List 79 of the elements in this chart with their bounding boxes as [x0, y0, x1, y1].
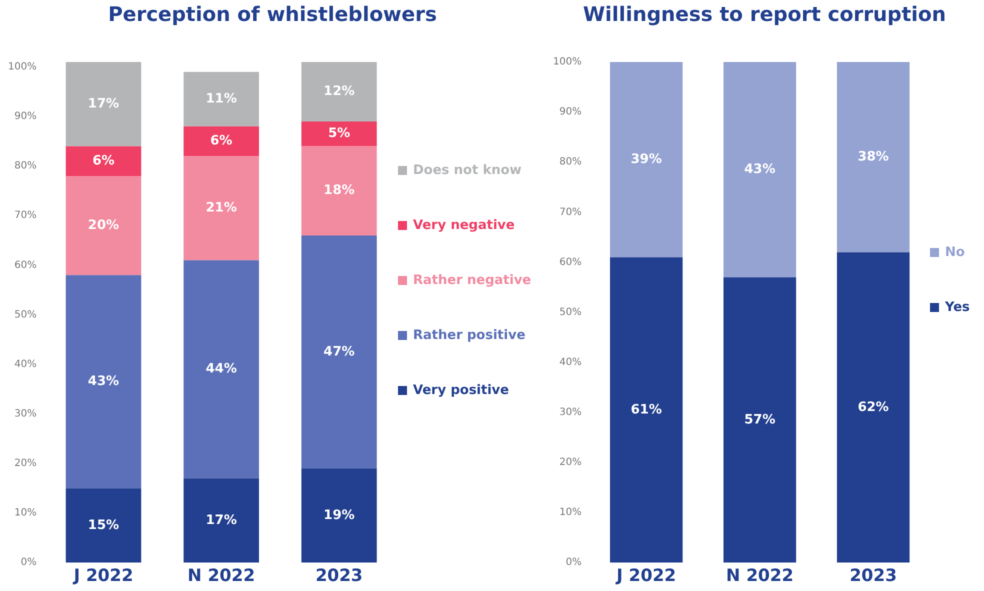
bar: [301, 468, 377, 563]
bar: [184, 260, 259, 478]
y-tick-label: 0%: [566, 557, 582, 568]
data-label: 38%: [858, 149, 889, 164]
y-tick-label: 30%: [14, 408, 37, 420]
x-tick-label: J 2022: [616, 566, 676, 586]
y-tick-label: 70%: [559, 206, 582, 218]
legend-label: Very negative: [412, 218, 516, 232]
bar: [184, 126, 259, 156]
bar: [301, 146, 377, 236]
bar: [836, 62, 910, 252]
bar: [723, 62, 796, 278]
bar: [184, 478, 259, 563]
y-tick-label: 20%: [559, 457, 582, 468]
y-tick-label: 90%: [14, 111, 37, 122]
legend-label: Rather negative: [412, 272, 532, 288]
x-tick-label: 2023: [850, 566, 897, 586]
data-label: 12%: [324, 84, 355, 100]
data-label: 44%: [206, 362, 237, 377]
data-label: 17%: [88, 96, 120, 112]
y-tick-label: 80%: [14, 160, 37, 172]
bar: [301, 235, 377, 468]
y-tick-label: 100%: [8, 62, 37, 73]
bar: [66, 146, 142, 176]
bar: [301, 121, 377, 146]
data-label: 57%: [744, 412, 776, 428]
chart-title: Willingness to report corruption: [582, 2, 948, 26]
legend-label: Does not know: [412, 162, 523, 178]
data-label: 43%: [88, 374, 120, 390]
data-label: 61%: [630, 402, 662, 418]
y-tick-label: 0%: [20, 557, 37, 568]
legend-label: Rather positive: [412, 328, 526, 342]
bar: [836, 252, 910, 563]
bar: [610, 62, 683, 258]
x-tick-label: N 2022: [188, 566, 256, 586]
y-tick-label: 60%: [559, 256, 582, 268]
x-tick-label: 2023: [315, 566, 363, 586]
y-tick-label: 70%: [14, 210, 37, 222]
bar: [66, 488, 142, 563]
data-label: 6%: [210, 134, 232, 149]
legend-label: Very positive: [412, 382, 510, 398]
data-label: 43%: [744, 162, 776, 178]
x-tick-label: N 2022: [726, 566, 794, 586]
y-tick-label: 10%: [14, 508, 37, 519]
data-label: 39%: [630, 152, 662, 167]
x-tick-label: J 2022: [72, 566, 134, 586]
data-label: 6%: [92, 154, 115, 169]
data-label: 62%: [858, 400, 889, 415]
data-label: 17%: [206, 512, 237, 528]
bar: [184, 72, 259, 126]
bar: [723, 277, 796, 563]
y-tick-label: 20%: [14, 458, 37, 470]
y-tick-label: 30%: [559, 407, 582, 418]
data-label: 11%: [206, 92, 237, 107]
bar: [610, 257, 683, 563]
y-tick-label: 50%: [14, 309, 37, 320]
y-tick-label: 50%: [559, 306, 582, 318]
chart-title: Perception of whistleblowers: [107, 2, 438, 26]
data-label: 15%: [88, 518, 120, 533]
y-tick-label: 90%: [559, 106, 582, 118]
bar: [301, 62, 377, 122]
data-label: 20%: [88, 218, 120, 233]
data-label: 5%: [328, 126, 350, 142]
data-label: 21%: [206, 200, 237, 216]
bar: [66, 176, 142, 276]
bar: [66, 275, 142, 488]
y-tick-label: 40%: [14, 358, 37, 370]
bar: [66, 62, 142, 146]
data-label: 19%: [324, 508, 355, 523]
data-label: 47%: [324, 344, 355, 360]
y-tick-label: 10%: [559, 507, 582, 518]
y-tick-label: 80%: [559, 156, 582, 168]
legend-label: Yes: [944, 300, 970, 315]
bar: [184, 156, 259, 260]
y-tick-label: 100%: [552, 56, 582, 68]
y-tick-label: 40%: [559, 356, 582, 368]
data-label: 18%: [324, 183, 355, 198]
y-tick-label: 60%: [14, 260, 37, 271]
legend-label: No: [944, 245, 966, 260]
